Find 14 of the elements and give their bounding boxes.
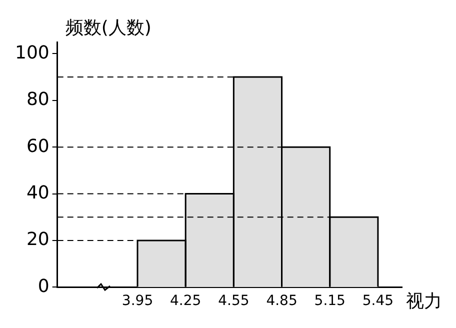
x-tick-label: 4.55 bbox=[218, 293, 250, 310]
y-tick-label: 100 bbox=[14, 42, 50, 64]
y-tick-label: 0 bbox=[38, 276, 50, 297]
x-axis-title: 视力 bbox=[406, 290, 442, 312]
x-tick-label: 3.95 bbox=[122, 293, 154, 310]
y-tick-label: 60 bbox=[26, 136, 50, 157]
y-tick-label: 40 bbox=[26, 182, 50, 204]
y-tick-label: 20 bbox=[26, 229, 50, 250]
x-tick-label: 5.15 bbox=[314, 293, 346, 310]
y-tick-label: 80 bbox=[26, 89, 50, 110]
x-tick-label: 5.45 bbox=[362, 293, 394, 310]
y-axis-title: 频数(人数) bbox=[65, 18, 152, 39]
x-tick-label: 4.85 bbox=[266, 293, 298, 310]
x-tick-label: 4.25 bbox=[170, 293, 202, 310]
